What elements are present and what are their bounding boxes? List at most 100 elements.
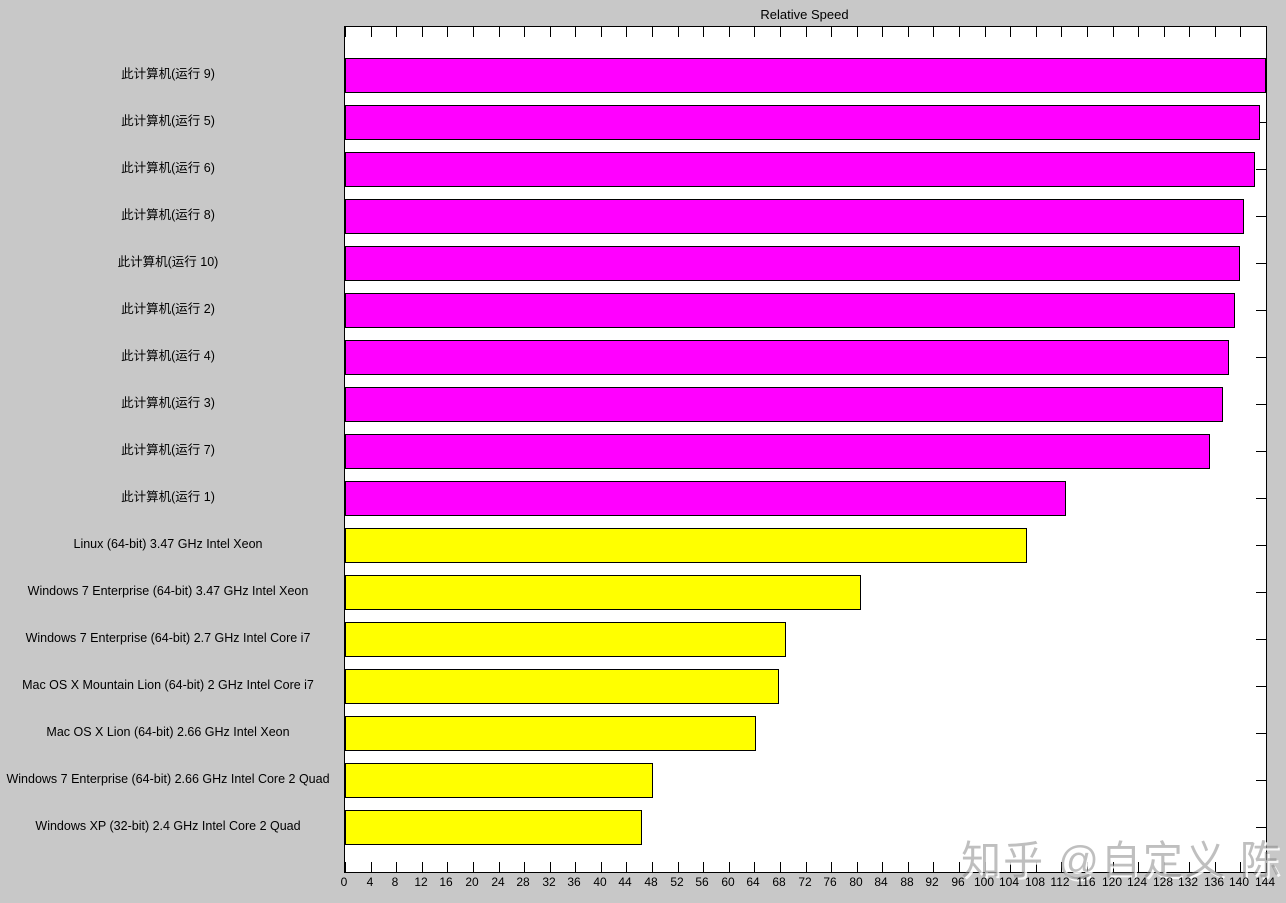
- x-tick-label: 8: [391, 875, 399, 889]
- x-tick-bottom: [550, 862, 551, 872]
- y-tick-right: [1256, 216, 1266, 217]
- x-tick-bottom: [1164, 862, 1165, 872]
- bar: [345, 58, 1266, 93]
- x-tick-label: 100: [973, 875, 995, 889]
- x-tick-top: [499, 27, 500, 37]
- x-tick-top: [908, 27, 909, 37]
- x-tick-top: [371, 27, 372, 37]
- x-tick-top: [857, 27, 858, 37]
- x-tick-bottom: [652, 862, 653, 872]
- x-tick-top: [473, 27, 474, 37]
- x-tick-bottom: [422, 862, 423, 872]
- category-label: Windows XP (32-bit) 2.4 GHz Intel Core 2…: [35, 819, 301, 833]
- x-tick-label: 136: [1203, 875, 1225, 889]
- x-tick-label: 28: [516, 875, 530, 889]
- x-tick-top: [345, 27, 346, 37]
- y-tick-right: [1256, 733, 1266, 734]
- x-tick-label: 76: [823, 875, 837, 889]
- x-tick-label: 0: [340, 875, 348, 889]
- x-tick-bottom: [780, 862, 781, 872]
- x-tick-bottom: [1113, 862, 1114, 872]
- category-label: Windows 7 Enterprise (64-bit) 2.7 GHz In…: [25, 631, 311, 645]
- x-tick-bottom: [1138, 862, 1139, 872]
- x-tick-top: [396, 27, 397, 37]
- x-tick-bottom: [626, 862, 627, 872]
- x-tick-top: [575, 27, 576, 37]
- x-tick-top: [1113, 27, 1114, 37]
- x-tick-label: 48: [644, 875, 658, 889]
- x-tick-label: 128: [1152, 875, 1174, 889]
- x-tick-top: [831, 27, 832, 37]
- x-tick-label: 144: [1254, 875, 1276, 889]
- y-tick-right: [1256, 122, 1266, 123]
- y-tick-right: [1256, 451, 1266, 452]
- x-tick-top: [1087, 27, 1088, 37]
- bar: [345, 669, 779, 704]
- x-tick-bottom: [806, 862, 807, 872]
- x-tick-top: [652, 27, 653, 37]
- category-label: 此计算机(运行 3): [121, 396, 215, 410]
- x-tick-bottom: [1036, 862, 1037, 872]
- x-tick-label: 72: [798, 875, 812, 889]
- x-tick-bottom: [908, 862, 909, 872]
- bar: [345, 528, 1027, 563]
- x-tick-label: 132: [1177, 875, 1199, 889]
- x-tick-top: [806, 27, 807, 37]
- y-tick-right: [1256, 169, 1266, 170]
- plot-area: [344, 26, 1267, 873]
- x-tick-label: 4: [366, 875, 374, 889]
- x-tick-bottom: [1266, 862, 1267, 872]
- y-tick-right: [1256, 639, 1266, 640]
- chart-title: Relative Speed: [760, 7, 849, 22]
- x-tick-bottom: [447, 862, 448, 872]
- category-label: 此计算机(运行 10): [117, 255, 219, 269]
- x-tick-label: 140: [1228, 875, 1250, 889]
- x-tick-top: [1240, 27, 1241, 37]
- x-tick-bottom: [1240, 862, 1241, 872]
- x-tick-top: [1138, 27, 1139, 37]
- bar: [345, 152, 1255, 187]
- x-tick-bottom: [857, 862, 858, 872]
- x-tick-label: 56: [695, 875, 709, 889]
- x-tick-bottom: [575, 862, 576, 872]
- y-tick-right: [1256, 357, 1266, 358]
- bar: [345, 763, 653, 798]
- x-tick-top: [422, 27, 423, 37]
- x-tick-top: [1189, 27, 1190, 37]
- category-label: Windows 7 Enterprise (64-bit) 3.47 GHz I…: [27, 584, 309, 598]
- x-tick-label: 60: [721, 875, 735, 889]
- category-label: Windows 7 Enterprise (64-bit) 2.66 GHz I…: [6, 772, 330, 786]
- x-tick-label: 88: [900, 875, 914, 889]
- category-label: 此计算机(运行 1): [121, 490, 215, 504]
- x-tick-label: 84: [874, 875, 888, 889]
- x-tick-label: 12: [414, 875, 428, 889]
- x-tick-label: 16: [439, 875, 453, 889]
- x-tick-label: 36: [567, 875, 581, 889]
- x-tick-top: [1061, 27, 1062, 37]
- bar: [345, 434, 1210, 469]
- x-tick-bottom: [754, 862, 755, 872]
- x-tick-bottom: [499, 862, 500, 872]
- y-tick-right: [1256, 827, 1266, 828]
- x-tick-label: 104: [998, 875, 1020, 889]
- x-tick-bottom: [678, 862, 679, 872]
- x-tick-bottom: [729, 862, 730, 872]
- x-tick-label: 44: [618, 875, 632, 889]
- y-tick-right: [1256, 404, 1266, 405]
- x-tick-label: 64: [746, 875, 760, 889]
- y-tick-right: [1256, 310, 1266, 311]
- y-tick-right: [1256, 686, 1266, 687]
- x-tick-label: 108: [1024, 875, 1046, 889]
- x-tick-bottom: [524, 862, 525, 872]
- x-tick-label: 116: [1076, 875, 1096, 889]
- x-tick-bottom: [1087, 862, 1088, 872]
- bar: [345, 481, 1066, 516]
- x-tick-top: [729, 27, 730, 37]
- x-tick-bottom: [371, 862, 372, 872]
- bar: [345, 387, 1223, 422]
- x-tick-bottom: [396, 862, 397, 872]
- bar: [345, 622, 786, 657]
- x-tick-label: 120: [1101, 875, 1123, 889]
- x-tick-top: [1010, 27, 1011, 37]
- x-tick-bottom: [1010, 862, 1011, 872]
